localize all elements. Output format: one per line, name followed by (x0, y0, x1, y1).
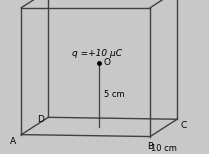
Text: 5 cm: 5 cm (104, 90, 125, 99)
Text: 10 cm: 10 cm (151, 144, 177, 153)
Text: A: A (10, 137, 17, 146)
Text: D: D (38, 115, 44, 124)
Text: B: B (147, 142, 153, 151)
Text: C: C (181, 121, 187, 130)
Text: q =+10 μC: q =+10 μC (72, 49, 122, 58)
Text: O: O (103, 59, 110, 67)
